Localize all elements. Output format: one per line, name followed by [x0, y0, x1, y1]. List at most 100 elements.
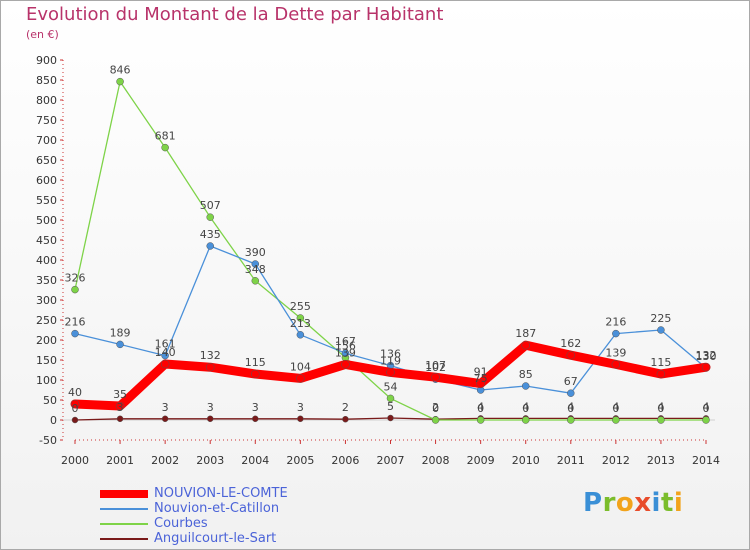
data-point-2 — [476, 416, 485, 424]
y-tick-label: 50 — [43, 394, 57, 407]
data-point-1 — [341, 349, 350, 357]
data-point-2 — [296, 314, 305, 322]
data-point-0 — [611, 360, 621, 369]
data-label-1: 102 — [425, 361, 446, 374]
data-point-0 — [566, 350, 576, 360]
x-tick-label: 2004 — [241, 454, 269, 467]
data-label-2: 0 — [567, 402, 574, 415]
data-label-0: 119 — [380, 354, 401, 367]
data-label-0: 139 — [335, 346, 356, 359]
y-tick-label: 800 — [36, 94, 57, 107]
data-point-3 — [161, 415, 169, 423]
data-label-0: 139 — [605, 346, 626, 359]
data-label-0: 115 — [650, 356, 671, 369]
data-point-0 — [701, 362, 711, 372]
data-point-3 — [206, 415, 214, 423]
x-tick-label: 2006 — [331, 454, 359, 467]
data-label-3: 3 — [297, 401, 304, 414]
logo-letter: o — [615, 488, 635, 518]
legend-label: Anguilcourt-le-Sart — [154, 531, 277, 546]
x-tick-label: 2008 — [422, 454, 450, 467]
data-label-2: 0 — [432, 402, 439, 415]
data-label-3: 3 — [252, 401, 259, 414]
y-tick-label: 550 — [36, 194, 57, 207]
data-point-0 — [115, 401, 125, 411]
y-tick-label: 150 — [36, 354, 57, 367]
x-tick-label: 2013 — [647, 454, 675, 467]
y-tick-label: 200 — [36, 334, 57, 347]
data-point-1 — [251, 260, 260, 268]
y-tick-label: 500 — [36, 214, 57, 227]
data-point-2 — [521, 416, 530, 424]
legend-label: Nouvion-et-Catillon — [154, 501, 280, 516]
y-tick-label: 400 — [36, 254, 57, 267]
data-point-0 — [70, 399, 80, 409]
legend-label: NOUVION-LE-COMTE — [154, 486, 288, 501]
data-point-1 — [521, 382, 530, 390]
data-label-1: 136 — [380, 348, 401, 361]
data-point-0 — [656, 369, 666, 379]
chart-subtitle: (en €) — [26, 28, 59, 41]
data-label-0: 91 — [474, 366, 488, 379]
data-point-3 — [297, 415, 304, 423]
y-tick-label: 650 — [36, 154, 57, 167]
logo-letter: r — [602, 488, 616, 518]
chart-title: Evolution du Montant de la Dette par Hab… — [26, 4, 444, 25]
data-point-1 — [206, 242, 214, 250]
data-point-0 — [341, 360, 350, 369]
data-label-0: 132 — [696, 349, 717, 362]
y-tick-label: 850 — [36, 74, 57, 87]
x-tick-label: 2007 — [377, 454, 405, 467]
y-tick-label: 750 — [36, 114, 57, 127]
legend-swatch — [100, 522, 148, 525]
legend-item: Courbes — [100, 516, 288, 531]
logo-letter: i — [673, 488, 684, 518]
y-tick-label: -50 — [39, 434, 57, 447]
legend-item: NOUVION-LE-COMTE — [100, 486, 288, 501]
y-tick-label: 600 — [36, 174, 57, 187]
y-tick-label: 900 — [36, 54, 57, 67]
data-label-1: 189 — [110, 326, 131, 339]
data-point-1 — [116, 340, 124, 349]
data-label-2: 0 — [703, 402, 710, 415]
data-point-2 — [161, 143, 169, 152]
data-label-3: 5 — [387, 400, 394, 413]
y-tick-label: 350 — [36, 274, 57, 287]
data-point-1 — [657, 326, 665, 334]
data-point-2 — [702, 416, 710, 424]
data-label-3: 0 — [72, 402, 79, 415]
legend-label: Courbes — [154, 516, 208, 531]
data-point-1 — [71, 329, 79, 338]
data-point-1 — [612, 329, 620, 338]
data-label-2: 326 — [65, 272, 86, 285]
data-label-0: 162 — [560, 337, 581, 350]
legend-item: Nouvion-et-Catillon — [100, 501, 288, 516]
data-label-2: 255 — [290, 300, 311, 313]
data-point-0 — [386, 368, 395, 377]
data-label-1: 213 — [290, 317, 311, 330]
data-point-0 — [476, 379, 485, 388]
data-label-1: 435 — [200, 228, 221, 241]
data-label-1: 225 — [650, 312, 671, 325]
logo-letter: i — [651, 488, 661, 518]
y-tick-label: 700 — [36, 134, 57, 147]
y-tick-label: 250 — [36, 314, 57, 327]
legend-swatch — [100, 507, 148, 510]
data-label-3: 4 — [703, 400, 710, 413]
data-label-3: 4 — [612, 400, 619, 413]
data-label-2: 348 — [245, 263, 266, 276]
legend-swatch — [100, 537, 148, 540]
x-tick-label: 2000 — [61, 454, 89, 467]
data-point-2 — [386, 394, 395, 403]
data-point-3 — [116, 415, 124, 423]
x-tick-label: 2012 — [602, 454, 630, 467]
data-point-2 — [251, 277, 260, 285]
data-point-0 — [431, 372, 440, 382]
data-label-3: 3 — [207, 401, 214, 414]
data-point-0 — [251, 369, 260, 379]
data-label-0: 132 — [200, 349, 221, 362]
data-label-3: 2 — [432, 401, 439, 414]
x-tick-label: 2010 — [512, 454, 540, 467]
data-point-1 — [161, 351, 169, 360]
